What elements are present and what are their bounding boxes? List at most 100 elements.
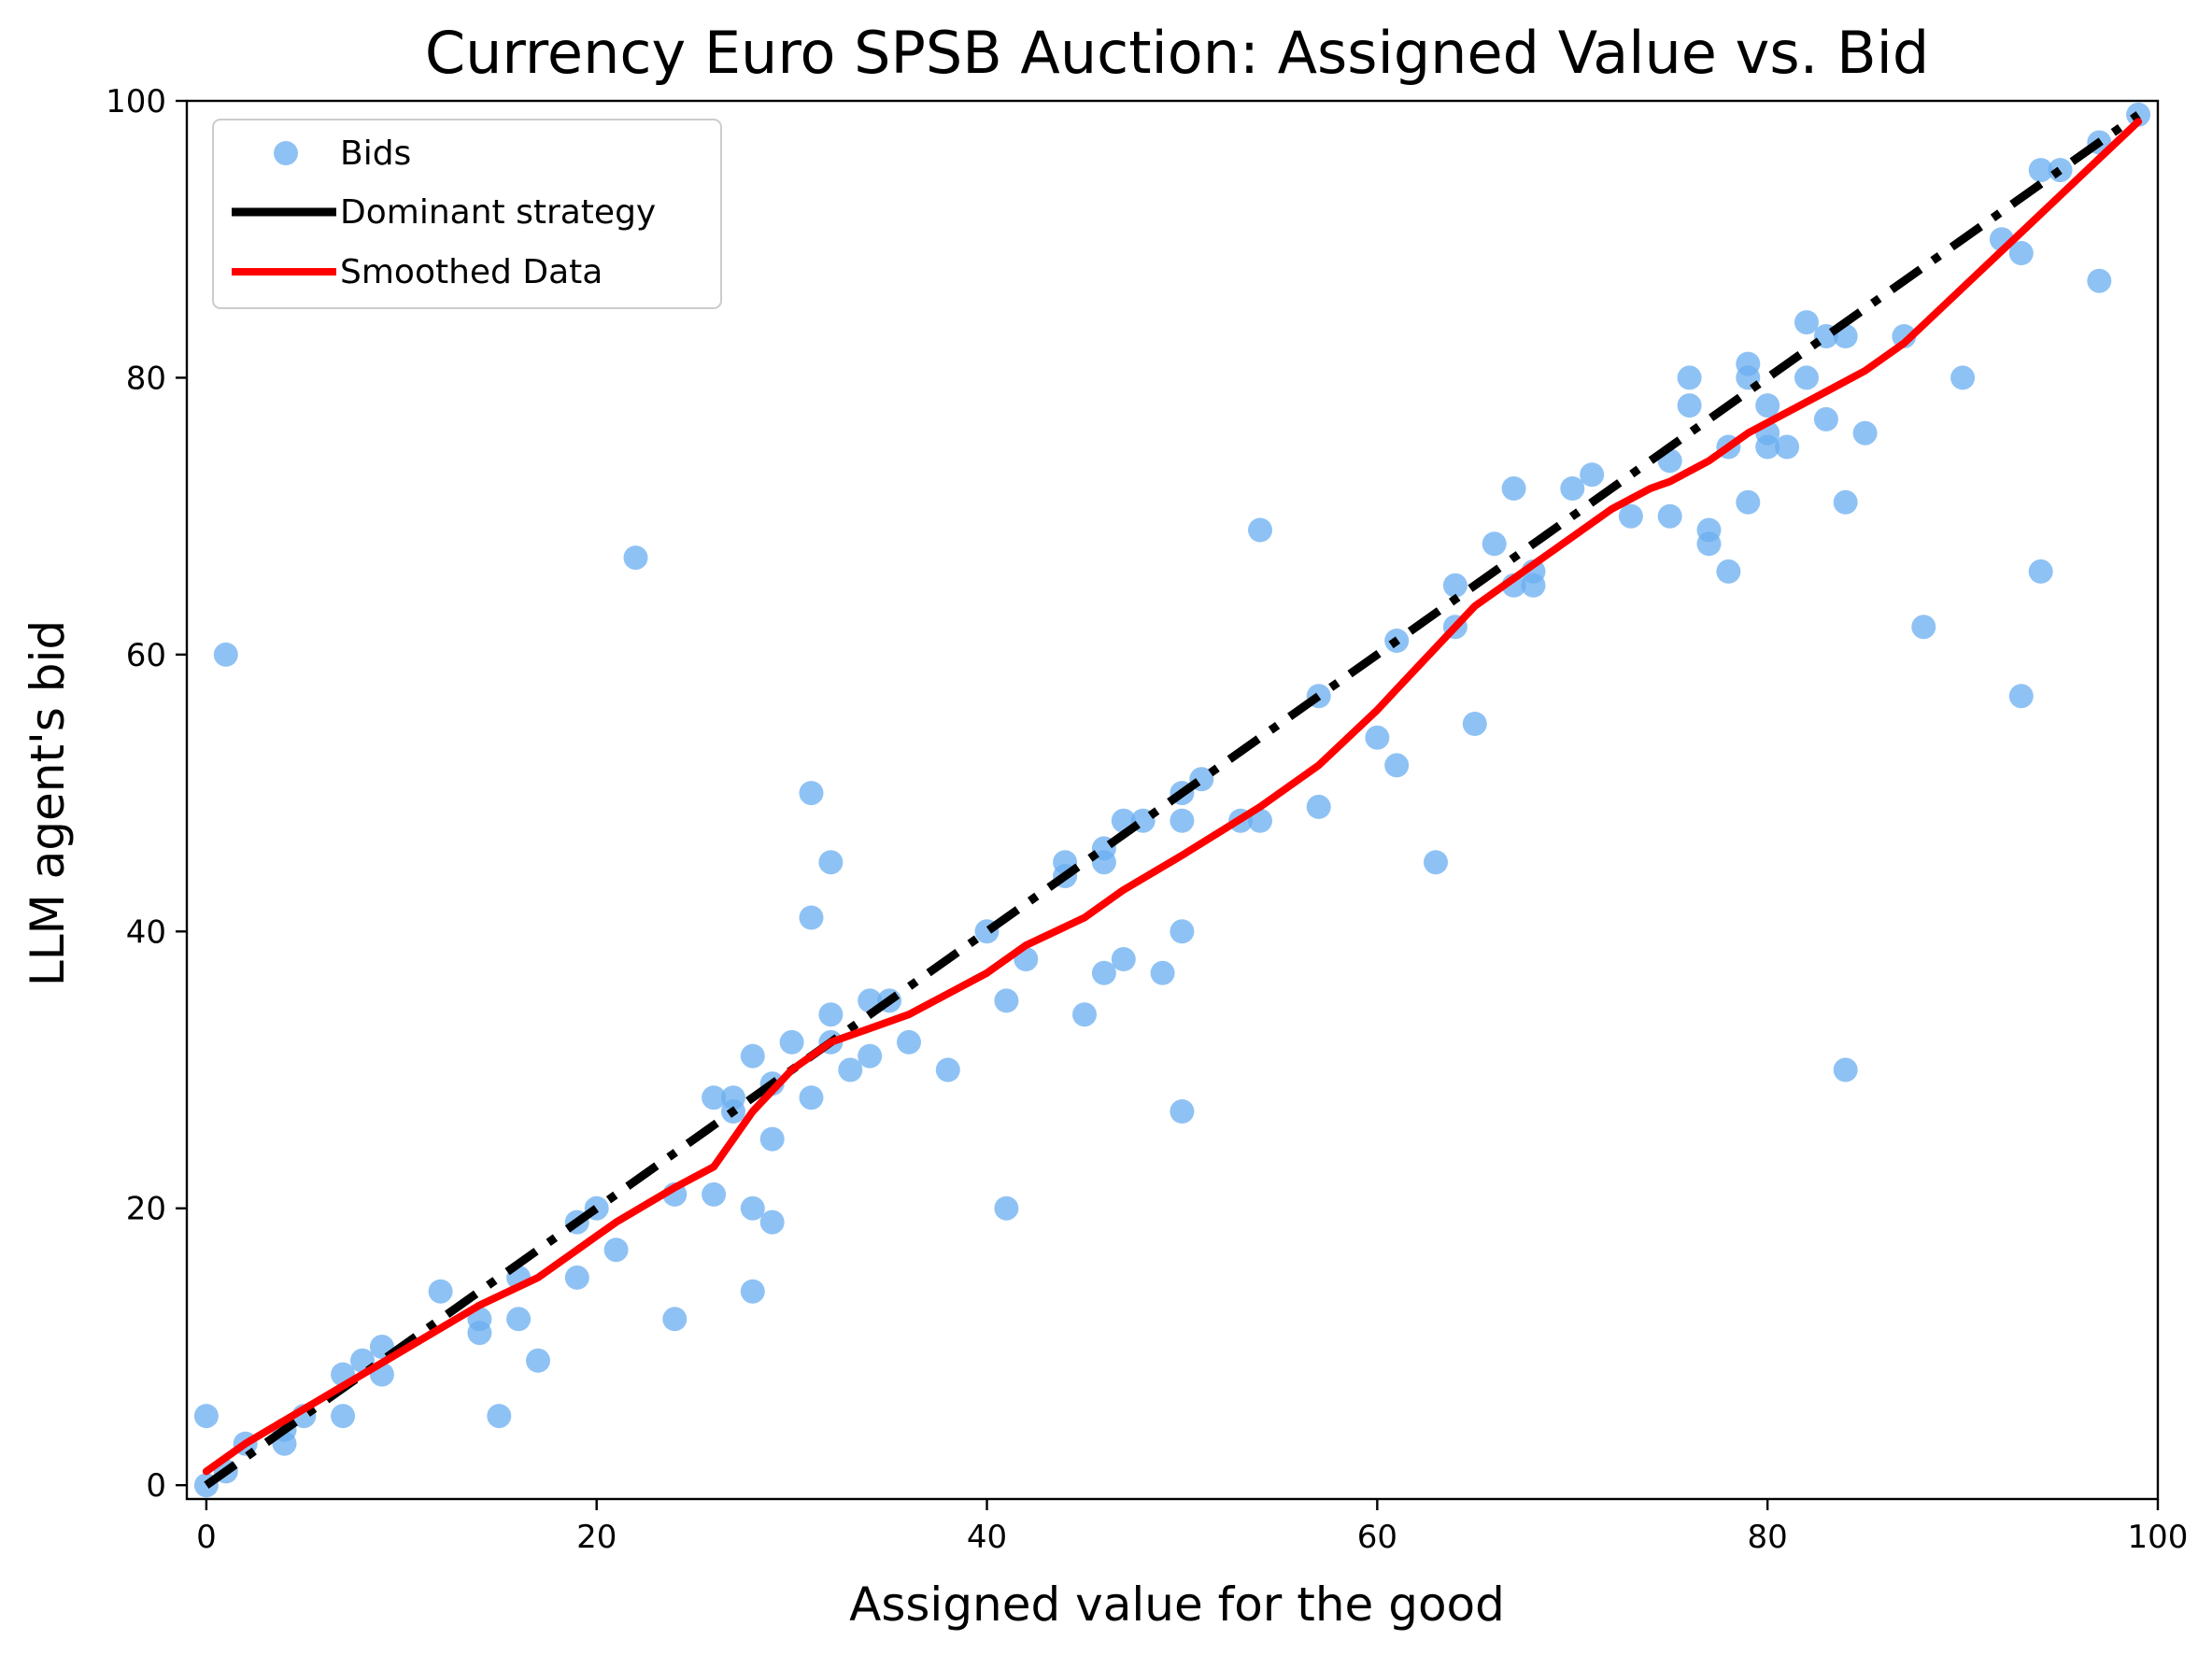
bid-point (331, 1404, 356, 1429)
plot-inner (193, 102, 2151, 1498)
plot-frame (185, 99, 2160, 1501)
x-tick-label: 80 (1748, 1519, 1788, 1556)
bid-point (2087, 268, 2112, 293)
bid-point (506, 1307, 532, 1332)
bid-point (2126, 102, 2151, 127)
bid-point (1072, 1002, 1097, 1027)
bid-point (1852, 420, 1878, 446)
legend-label-bids: Bids (340, 134, 411, 173)
bid-point (1950, 365, 1976, 390)
bid-point (1657, 503, 1682, 529)
bid-point (1580, 462, 1605, 488)
bid-point (487, 1404, 512, 1429)
bid-point (818, 850, 844, 875)
bid-point (779, 1029, 804, 1054)
smoothed-data-line (202, 118, 2143, 1476)
legend-box (212, 119, 722, 309)
y-tick-label: 60 (126, 637, 166, 674)
bid-point (1794, 310, 1819, 335)
bid-point (1911, 615, 1936, 640)
bid-point (1111, 947, 1136, 971)
bid-point (564, 1265, 589, 1290)
bid-point (994, 988, 1019, 1013)
bid-point (1755, 434, 1780, 460)
bid-point (702, 1085, 727, 1110)
bid-point (1482, 531, 1507, 557)
legend-marker-bids (274, 141, 298, 165)
bid-point (1677, 393, 1702, 418)
bid-point (702, 1181, 727, 1207)
legend-label-smoothed: Smoothed Data (340, 253, 603, 291)
bid-point (799, 781, 824, 806)
axes: 0 20 40 60 80 100 0 20 40 60 80 100 (106, 83, 2188, 1556)
bid-point (2008, 684, 2034, 709)
bid-point (603, 1238, 629, 1263)
y-tick-label: 0 (146, 1467, 166, 1505)
bid-point (759, 1126, 785, 1152)
bid-point (1736, 489, 1761, 515)
legend: Bids Dominant strategy Smoothed Data (212, 119, 722, 309)
plot-area (193, 102, 2151, 1498)
y-tick-label: 100 (106, 83, 166, 120)
bid-point (818, 1002, 844, 1027)
bid-point (1677, 365, 1702, 390)
bid-point (740, 1043, 765, 1068)
bid-point (1833, 489, 1858, 515)
bid-point (1560, 476, 1585, 501)
bid-point (1170, 919, 1195, 944)
bid-point (1775, 434, 1800, 460)
bid-point (1794, 365, 1819, 390)
bid-point (1462, 712, 1487, 736)
bid-point (1501, 476, 1526, 501)
bid-point (1833, 1057, 1858, 1082)
bid-point (740, 1279, 765, 1304)
x-tick-label: 100 (2128, 1519, 2189, 1556)
bid-point (1618, 503, 1643, 529)
bid-point (799, 905, 824, 930)
bid-point (1755, 393, 1780, 418)
y-tick-label: 40 (126, 913, 166, 951)
bid-point (526, 1348, 550, 1373)
bid-point (858, 1043, 883, 1068)
bid-point (1813, 406, 1838, 431)
bid-point (1521, 573, 1546, 598)
bid-point (1716, 559, 1741, 584)
x-tick-label: 0 (196, 1519, 217, 1556)
dominant-strategy-line (204, 111, 2141, 1489)
bid-point (799, 1085, 824, 1110)
x-axis-label: Assigned value for the good (849, 1577, 1505, 1632)
bid-point (935, 1057, 960, 1082)
bid-point (213, 642, 238, 667)
bid-point (428, 1279, 453, 1304)
bid-point (2008, 241, 2034, 265)
bid-point (1442, 573, 1468, 598)
bid-point (759, 1209, 785, 1235)
bid-point (1248, 517, 1272, 543)
bid-point (838, 1057, 863, 1082)
bid-point (994, 1195, 1019, 1221)
bid-point (2028, 559, 2053, 584)
bid-point (1306, 794, 1331, 819)
x-tick-label: 20 (576, 1519, 617, 1556)
bid-point (897, 1029, 921, 1054)
bid-point (1365, 725, 1390, 750)
bid-point (1170, 808, 1195, 833)
x-tick-label: 40 (967, 1519, 1007, 1556)
bid-point (1384, 753, 1410, 778)
y-axis-label: LLM agent's bid (21, 620, 75, 986)
bid-point (2028, 158, 2053, 183)
bid-point (193, 1404, 219, 1429)
y-tick-label: 80 (126, 360, 166, 397)
bid-point (2048, 158, 2073, 183)
bid-point (740, 1195, 765, 1221)
bid-point (1170, 1099, 1195, 1124)
chart-title: Currency Euro SPSB Auction: Assigned Val… (425, 19, 1929, 87)
bid-point (1091, 960, 1116, 985)
bid-point (623, 545, 648, 571)
y-tick-label: 20 (126, 1191, 166, 1228)
x-tick-label: 60 (1357, 1519, 1397, 1556)
bid-point (1424, 850, 1448, 875)
bid-point (1150, 960, 1175, 985)
